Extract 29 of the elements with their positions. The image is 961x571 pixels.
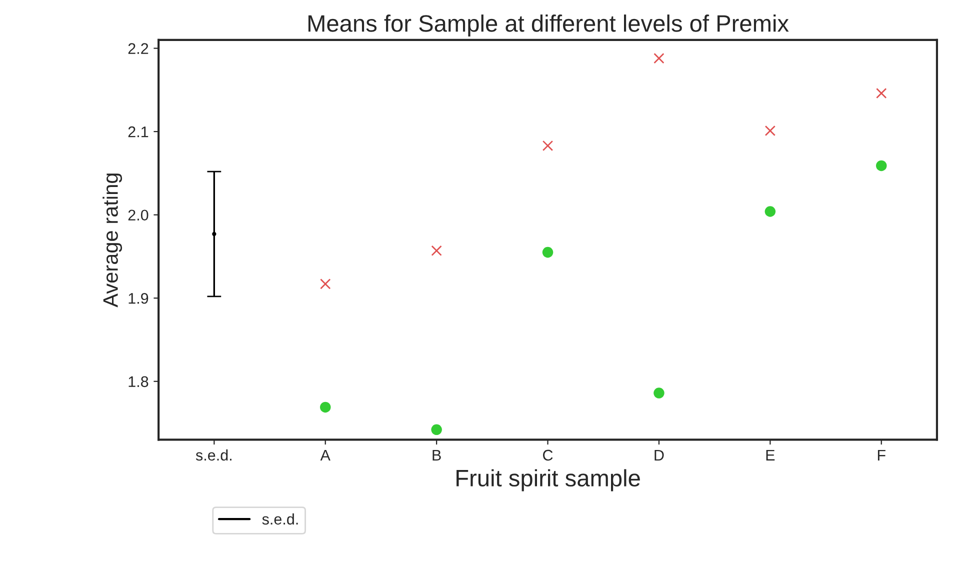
point (212, 232, 216, 236)
point (542, 140, 554, 152)
x-tick-label: D (654, 450, 664, 460)
point (764, 125, 776, 136)
legend-label: s.e.d. (262, 513, 298, 525)
point (542, 246, 554, 258)
y-tick-label: 1.9 (128, 292, 148, 304)
y-axis-title: Average rating (102, 174, 122, 308)
point (320, 402, 331, 413)
point (764, 206, 776, 217)
y-tick-label: 2.1 (128, 126, 148, 138)
y-tick-label: 2.0 (128, 210, 148, 221)
x-tick-label: E (766, 450, 775, 460)
x-tick-label: C (543, 450, 553, 461)
x-tick-label: A (320, 450, 330, 460)
point (431, 424, 442, 436)
point (654, 52, 664, 64)
y-tick-label: 1.8 (128, 376, 148, 388)
point (876, 160, 887, 172)
x-tick-label: s.e.d. (196, 449, 232, 461)
x-tick-label: F (878, 450, 886, 460)
chart-title: Means for Sample at different levels of Premix (308, 14, 789, 37)
point (320, 278, 331, 290)
point (876, 88, 887, 99)
x-axis-title: Fruit spirit sample (456, 469, 640, 492)
point (431, 245, 442, 256)
x-tick-label: B (432, 450, 441, 460)
y-tick-label: 2.2 (128, 43, 148, 54)
point (654, 388, 664, 398)
